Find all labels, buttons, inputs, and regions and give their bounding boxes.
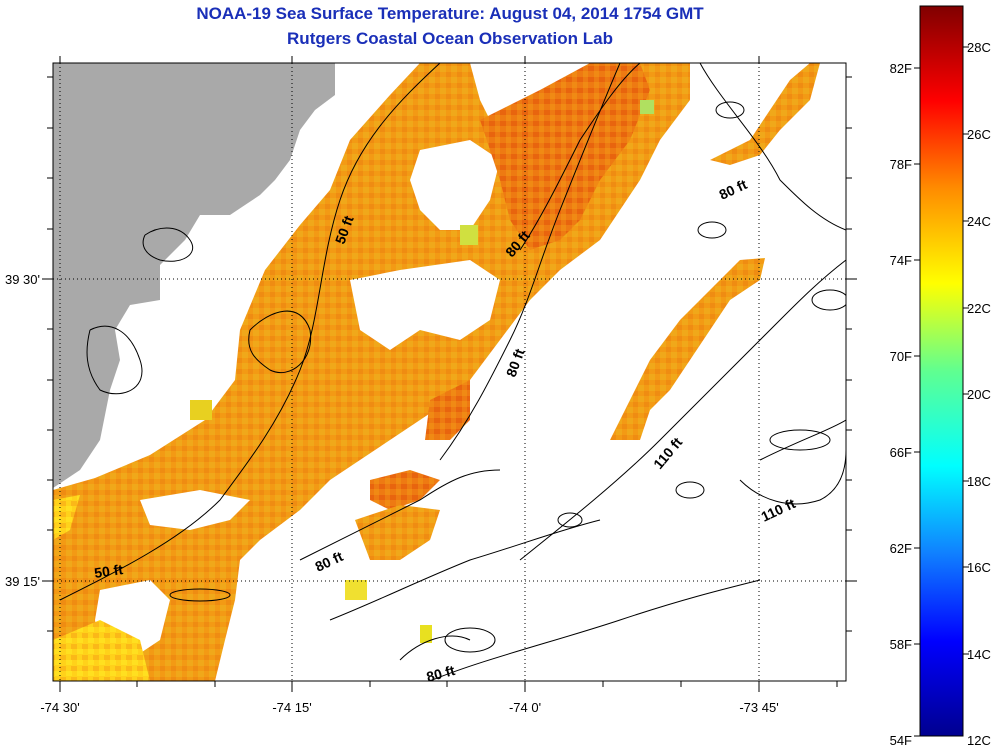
y-axis-label: 39 15' <box>5 574 40 589</box>
sst-yellow-patch-2 <box>420 625 432 643</box>
sst-yellow-patch-4 <box>640 100 654 114</box>
map-subtitle: Rutgers Coastal Ocean Observation Lab <box>287 29 613 48</box>
colorbar-c-label: 18C <box>967 474 991 489</box>
colorbar-c-label: 20C <box>967 387 991 402</box>
colorbar-c-label: 12C <box>967 733 991 748</box>
sst-yellow-south <box>53 620 150 681</box>
colorbar-f-label: 54F <box>890 733 912 748</box>
map-title: NOAA-19 Sea Surface Temperature: August … <box>196 4 704 23</box>
sst-yellow-patch-1 <box>345 580 367 600</box>
x-axis-label: -74 0' <box>509 700 541 715</box>
map-grid <box>53 63 846 681</box>
colorbar-f-label: 58F <box>890 637 912 652</box>
sst-hot-region <box>480 63 650 250</box>
colorbar-f-label: 70F <box>890 349 912 364</box>
plot-frame <box>52 62 847 682</box>
contour-label: 80 ft <box>425 662 457 685</box>
x-axis-label: -74 30' <box>40 700 79 715</box>
sst-hot-south <box>425 380 470 440</box>
x-axis-labels: -74 30' -74 15' -74 0' -73 45' <box>40 700 778 715</box>
colorbar-c-label: 24C <box>967 214 991 229</box>
colorbar-c-label: 14C <box>967 647 991 662</box>
colorbar-c-label: 26C <box>967 127 991 142</box>
colorbar-f-label: 82F <box>890 61 912 76</box>
x-axis-label: -74 15' <box>272 700 311 715</box>
bathymetry-contours <box>59 63 846 681</box>
sst-pocket-mid <box>350 260 500 350</box>
sst-yellow-patch-3 <box>460 225 478 245</box>
colorbar-c-label: 28C <box>967 40 991 55</box>
contour-label: 50 ft <box>93 561 124 581</box>
colorbar-c-label: 22C <box>967 301 991 316</box>
land-mass <box>53 63 335 488</box>
y-axis-label: 39 30' <box>5 272 40 287</box>
sst-offshore-streak <box>610 258 765 440</box>
colorbar-c-label: 16C <box>967 560 991 575</box>
colorbar: 82F 78F 74F 70F 66F 62F 58F 54F 28C 26C … <box>890 5 991 748</box>
sst-northeast-streak <box>710 63 820 165</box>
axis-ticks <box>42 56 857 692</box>
sst-data <box>53 63 820 681</box>
colorbar-f-label: 74F <box>890 253 912 268</box>
colorbar-f-label: 66F <box>890 445 912 460</box>
colorbar-gradient <box>919 5 964 737</box>
colorbar-f-label: 62F <box>890 541 912 556</box>
sst-yellow-west <box>53 495 80 540</box>
sst-yellow-patch-5 <box>190 400 212 420</box>
sst-pocket-north <box>410 140 500 230</box>
y-axis-labels: 39 30' 39 15' <box>5 272 40 589</box>
sst-pocket-southmid <box>140 490 250 530</box>
x-axis-label: -73 45' <box>739 700 778 715</box>
colorbar-f-label: 78F <box>890 157 912 172</box>
sst-hot-mid <box>370 470 440 510</box>
sst-south-blob <box>355 505 440 560</box>
